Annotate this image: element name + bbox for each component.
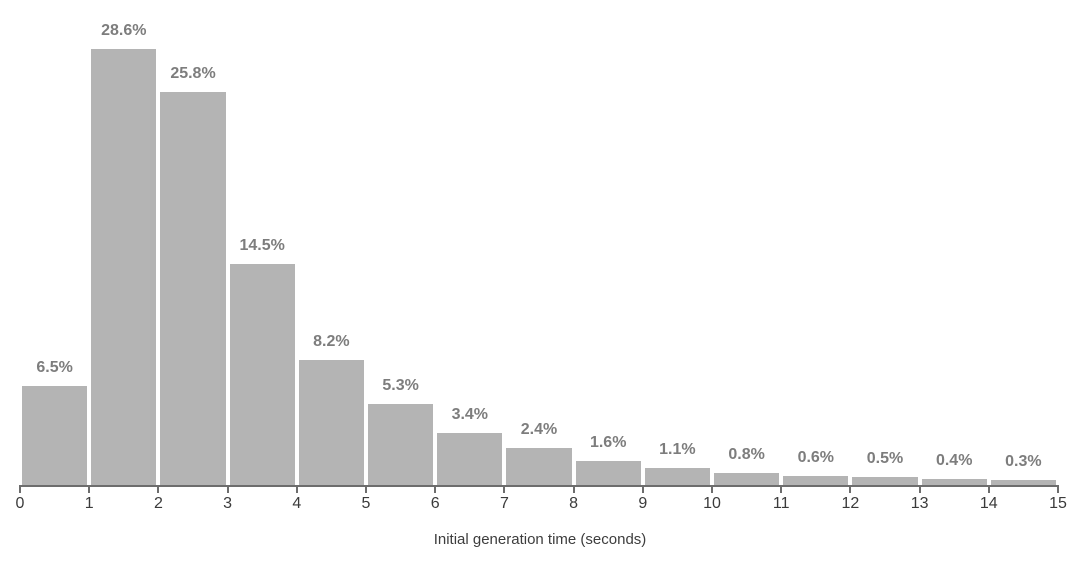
bar-7-8s [506,448,572,485]
x-axis-tick-label: 4 [292,495,302,512]
bar-value-label: 0.5% [866,450,904,467]
bar-value-label: 14.5% [239,237,285,254]
x-axis-tick [157,485,160,493]
x-axis-tick [918,485,921,493]
x-axis-tick-label: 15 [1049,495,1067,512]
bar-value-label: 8.2% [313,333,350,350]
bar-value-label: 28.6% [101,22,147,39]
x-axis-tick [849,485,852,493]
bar-value-label: 1.1% [659,441,696,458]
bar-10-11s [714,473,780,485]
x-axis-tick [641,485,644,493]
bar-12-13s [852,477,918,485]
x-axis-tick-label: 8 [569,495,579,512]
x-axis-tick-label: 10 [703,495,721,512]
bar-value-label: 1.6% [589,434,627,451]
x-axis-tick [88,485,91,493]
x-axis-tick-label: 12 [841,495,860,512]
bar-5-6s [368,404,434,485]
bar-value-label: 2.4% [520,421,558,438]
x-axis-tick [226,485,229,493]
bar-14-15s [990,480,1056,485]
x-axis-tick-label: 14 [979,495,998,512]
bar-value-label: 0.4% [935,452,973,469]
x-axis-tick-label: 6 [430,495,440,512]
bar-value-label: 0.8% [728,446,765,463]
x-axis-tick [365,485,367,493]
x-axis-tick [503,485,506,493]
x-axis-tick-label: 3 [223,495,233,512]
x-axis-tick-label: 9 [638,495,648,512]
x-axis-tick-label: 11 [772,495,790,512]
bar-4-5s [298,360,364,485]
x-axis-tick [572,485,575,493]
bar-value-label: 25.8% [170,65,216,82]
x-axis-tick [1057,485,1059,493]
x-axis-tick-label: 7 [499,495,509,512]
x-axis-tick [711,485,713,493]
x-axis-tick [780,485,783,493]
x-axis-tick-label: 0 [15,495,25,512]
x-axis-title: Initial generation time (seconds) [433,531,647,548]
bar-11-12s [783,476,849,485]
bar-0-1s [22,386,88,485]
x-axis-line [19,485,1059,487]
bar-value-label: 3.4% [451,406,489,423]
bar-value-label: 5.3% [382,377,419,394]
x-axis-tick-label: 5 [361,495,371,512]
bar-6-7s [437,433,503,485]
bar-value-label: 6.5% [36,359,73,376]
bar-13-14s [921,479,987,485]
x-axis-tick [19,485,21,493]
x-axis-tick-label: 1 [84,495,94,512]
bar-1-2s [91,49,157,485]
bar-3-4s [229,264,295,485]
plot-area: 6.5% 28.6% 25.8% 14.5% 8.2% 5.3% 3.4% 2.4% 1.6% 1… [22,22,1056,485]
bar-value-label: 0.6% [797,449,835,466]
x-axis-tick-label: 13 [910,495,929,512]
x-axis-tick [987,485,990,493]
x-axis-tick [295,485,298,493]
bar-2-3s [160,92,226,485]
bar-8-9s [575,461,641,485]
x-axis-tick [434,485,437,493]
bar-value-label: 0.3% [1005,453,1042,470]
bar-9-10s [644,468,710,485]
x-axis-tick-label: 2 [153,495,163,512]
